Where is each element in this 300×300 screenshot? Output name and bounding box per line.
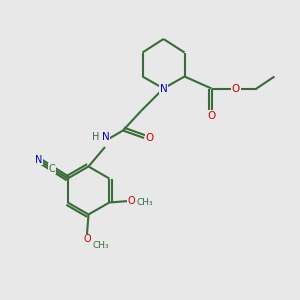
Text: O: O (231, 83, 240, 94)
Text: CH₃: CH₃ (92, 242, 109, 250)
Text: O: O (83, 234, 91, 244)
Text: C: C (49, 164, 55, 174)
Text: CH₃: CH₃ (137, 198, 154, 207)
Text: N: N (35, 155, 42, 165)
Text: O: O (145, 133, 154, 143)
Text: O: O (128, 196, 136, 206)
Text: N: N (102, 131, 110, 142)
Text: H: H (92, 131, 100, 142)
Text: N: N (160, 83, 167, 94)
Text: O: O (207, 110, 216, 121)
